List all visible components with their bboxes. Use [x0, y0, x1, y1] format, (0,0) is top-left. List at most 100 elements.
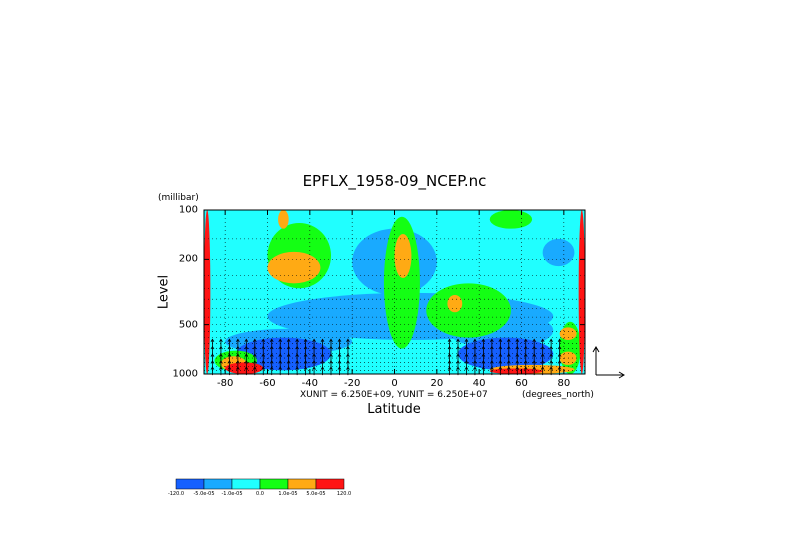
flux-vector-head — [252, 360, 257, 364]
flux-vector-head — [456, 366, 460, 370]
x-tick-label: 60 — [515, 378, 528, 389]
flux-vector-head — [490, 366, 494, 370]
x-tick-label: 20 — [430, 378, 444, 389]
flux-vector-head — [498, 360, 503, 364]
colorbar-label: -1.0e-05 — [221, 491, 243, 497]
flux-vector-head — [506, 353, 511, 357]
flux-vector-head — [286, 338, 291, 343]
flux-vector-head — [549, 353, 553, 357]
flux-vector-head — [337, 338, 342, 343]
flux-vector-head — [320, 353, 325, 357]
axis-ticks — [204, 209, 585, 375]
flux-vector-head — [278, 338, 283, 343]
flux-vector-head — [337, 353, 342, 357]
flux-vector-head — [498, 338, 503, 343]
colorbar-swatch — [231, 478, 261, 490]
flux-vector-head — [473, 366, 477, 370]
contour-region-15 — [394, 233, 412, 279]
flux-vector-head — [312, 345, 316, 350]
flux-vector-head — [346, 345, 350, 350]
chart-title: EPFLX_1958-09_NCEP.nc — [302, 172, 487, 190]
flux-vector-head — [557, 360, 562, 364]
flux-vector-head — [490, 345, 494, 350]
flux-vector-head — [540, 360, 545, 364]
flux-vector-head — [447, 360, 452, 364]
flux-vector-head — [346, 366, 350, 370]
flux-vector-head — [295, 353, 299, 357]
flux-vector-head — [473, 360, 477, 364]
x-tick-label: -40 — [301, 378, 318, 389]
x-tick-label: -60 — [259, 378, 276, 389]
colorbar-swatch — [203, 478, 233, 490]
flux-vector-head — [346, 338, 350, 343]
flux-vector-head — [236, 345, 240, 350]
flux-vector-head — [227, 366, 232, 370]
flux-vector-head — [269, 366, 274, 370]
flux-vector-head — [261, 360, 266, 364]
y-tick-label: 200 — [178, 253, 198, 265]
flux-vector-head — [236, 353, 240, 357]
x-tick-label: -80 — [216, 378, 234, 389]
contour-region-9 — [426, 283, 511, 338]
colorbar-label: 5.0e-05 — [306, 491, 326, 497]
flux-vector-head — [523, 338, 528, 343]
y-tick-label: 500 — [178, 319, 198, 331]
flux-vector-head — [227, 345, 232, 350]
contour-region-4 — [542, 238, 575, 267]
flux-vector-head — [252, 366, 257, 370]
flux-vector-head — [261, 345, 266, 350]
flux-vectors — [210, 338, 562, 376]
contour-region-5 — [235, 337, 331, 371]
flux-vector-head — [464, 366, 469, 370]
flux-vector-head — [210, 345, 215, 350]
flux-vector-head — [227, 360, 232, 364]
flux-vector-head — [303, 360, 308, 364]
y-tick-label: 100 — [178, 204, 198, 216]
flux-vector-head — [244, 338, 249, 343]
x-tick-label: -20 — [343, 378, 361, 389]
x-axis-label: Latitude — [367, 402, 421, 417]
flux-vector-head — [456, 360, 460, 364]
flux-vector-head — [312, 366, 316, 370]
y-tick-label: 1000 — [172, 368, 198, 380]
flux-vector-head — [236, 360, 240, 364]
flux-vector-head — [295, 366, 299, 370]
flux-vector-head — [329, 366, 333, 370]
flux-vector-head — [227, 353, 232, 357]
flux-vector-head — [286, 353, 291, 357]
flux-vector-head — [506, 338, 511, 343]
flux-vector-head — [278, 360, 283, 364]
flux-vector-head — [278, 353, 283, 357]
flux-vector-head — [320, 338, 325, 343]
flux-vector-head — [557, 345, 562, 350]
flux-vector-head — [490, 353, 494, 357]
colorbar-swatch — [175, 478, 205, 490]
flux-vector-head — [244, 366, 249, 370]
flux-vector-head — [278, 366, 283, 370]
x-tick-label: 40 — [472, 378, 486, 389]
flux-vector-head — [515, 366, 520, 370]
flux-vector-head — [210, 366, 215, 370]
flux-vector-head — [269, 360, 274, 364]
flux-vector-head — [481, 353, 486, 357]
flux-vector-head — [320, 360, 325, 364]
flux-vector-head — [498, 366, 503, 370]
flux-vector-head — [252, 338, 257, 343]
flux-vector-head — [473, 345, 477, 350]
contour-region-17 — [559, 327, 577, 340]
colorbar-swatch — [287, 478, 317, 490]
flux-vector-head — [261, 338, 266, 343]
flux-vector-head — [464, 345, 469, 350]
flux-vector-head — [481, 338, 486, 343]
flux-vector-head — [490, 338, 494, 343]
flux-vector-head — [261, 353, 266, 357]
flux-vector-head — [540, 338, 545, 343]
flux-vector-head — [549, 360, 553, 364]
flux-vector-head — [320, 345, 325, 350]
flux-vector-head — [236, 338, 240, 343]
flux-vector-head — [303, 338, 308, 343]
flux-vector-head — [329, 338, 333, 343]
flux-vector-head — [515, 360, 520, 364]
flux-vector-head — [523, 366, 528, 370]
